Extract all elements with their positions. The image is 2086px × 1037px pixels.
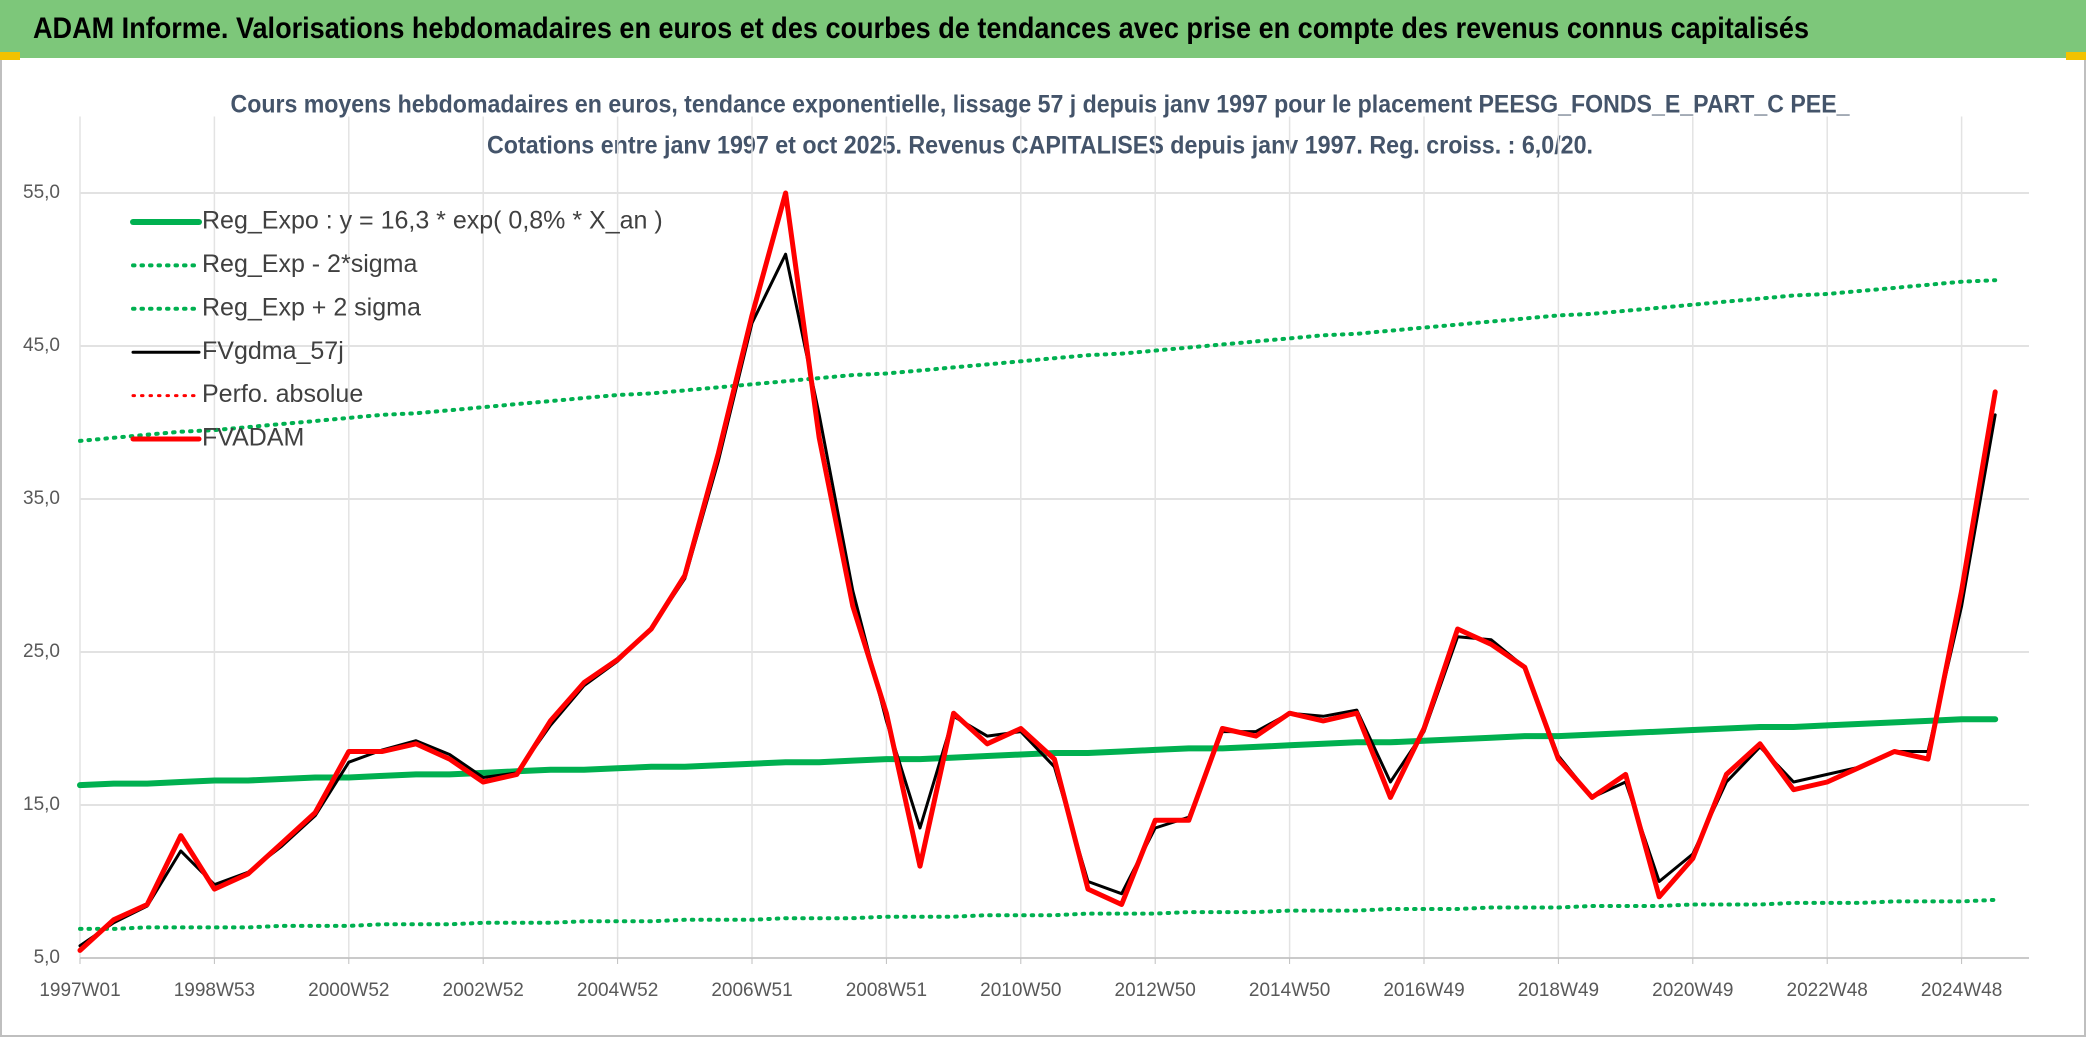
corner	[0, 52, 20, 60]
legend-label: Reg_Exp + 2 sigma	[202, 293, 421, 321]
x-tick-label: 2002W52	[443, 980, 524, 1001]
legend-label: Reg_Expo : y = 16,3 * exp( 0,8% * X_an )	[202, 207, 663, 235]
x-tick-label: 2024W48	[1921, 980, 2002, 1001]
y-tick-label: 55,0	[23, 182, 60, 203]
x-tick-label: 1998W53	[174, 980, 255, 1001]
x-tick-label: 2014W50	[1249, 980, 1330, 1001]
header-bar	[0, 0, 2086, 58]
y-tick-label: 45,0	[23, 335, 60, 356]
x-tick-label: 2006W51	[711, 980, 792, 1001]
corner	[2066, 52, 2086, 60]
x-tick-label: 2004W52	[577, 980, 658, 1001]
x-tick-label: 2018W49	[1518, 980, 1599, 1001]
plot	[77, 190, 1999, 953]
y-tick-label: 5,0	[34, 947, 60, 968]
legend-label: FVgdma_57j	[202, 337, 344, 365]
subtitle: Cotations entre janv 1997 et oct 2025. R…	[487, 132, 1593, 160]
x-tick-label: 2008W51	[846, 980, 927, 1001]
x-tick-label: 2022W48	[1787, 980, 1868, 1001]
y-tick-label: 25,0	[23, 641, 60, 662]
series-line	[77, 190, 1998, 953]
header-title: ADAM Informe. Valorisations hebdomadaire…	[33, 12, 1809, 45]
legend-label: Perfo. absolue	[202, 380, 363, 408]
x-tick-label: 2010W50	[980, 980, 1061, 1001]
legend-label: FVADAM	[202, 424, 304, 452]
legend-label: Reg_Exp - 2*sigma	[202, 250, 417, 278]
x-tick-label: 2016W49	[1383, 980, 1464, 1001]
series-line	[78, 278, 1998, 443]
series-line	[77, 716, 1999, 789]
x-tick-label: 2020W49	[1652, 980, 1733, 1001]
subtitle: Cours moyens hebdomadaires en euros, ten…	[231, 91, 1851, 119]
y-tick-label: 15,0	[23, 794, 60, 815]
x-tick-label: 2012W50	[1115, 980, 1196, 1001]
grid: 5,0 15,0 25,0 35,0 45,0 55,0 1997W01 1998W53 200…	[23, 116, 2029, 1001]
x-tick-label: 1997W01	[39, 980, 120, 1001]
legend: Reg_Expo : y = 16,3 * exp( 0,8% * X_an )…	[130, 207, 663, 452]
x-tick-label: 2000W52	[308, 980, 389, 1001]
y-tick-label: 35,0	[23, 488, 60, 509]
series-line	[78, 897, 1998, 931]
